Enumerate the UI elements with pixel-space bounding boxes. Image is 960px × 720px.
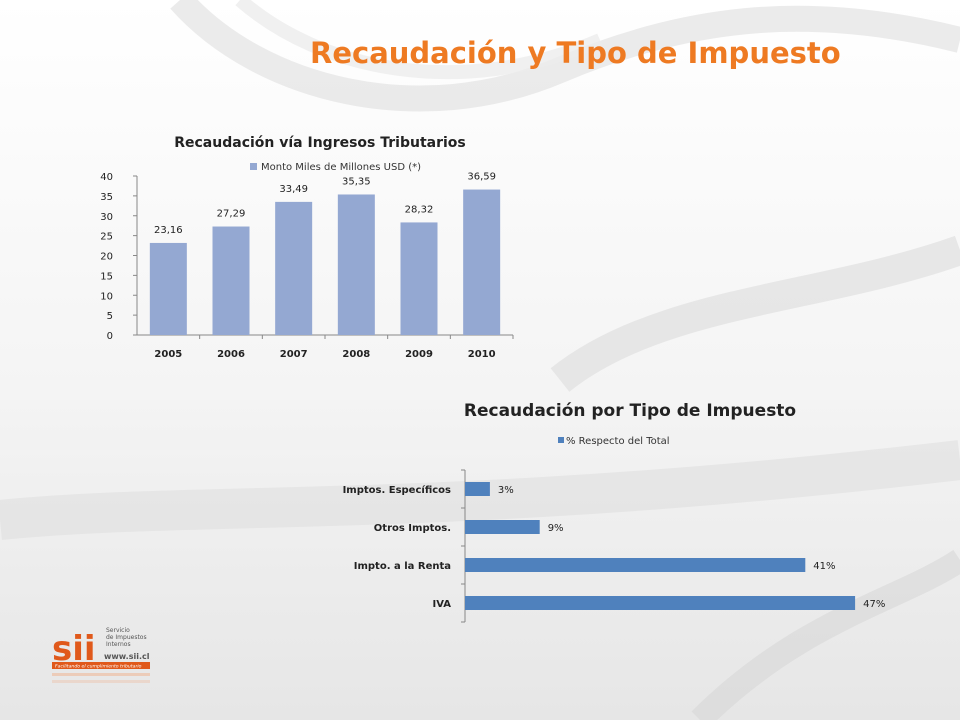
y-tick-label: 15 [100, 271, 113, 282]
bar-2005 [149, 242, 187, 335]
data-label: 47% [863, 599, 885, 610]
bar-2010 [463, 189, 501, 335]
category-label: Imptos. Específicos [343, 484, 451, 496]
data-label: 28,32 [405, 204, 434, 215]
chart-title: Recaudación por Tipo de Impuesto [464, 401, 796, 421]
legend-swatch [250, 163, 257, 170]
legend-label: Monto Miles de Millones USD (*) [261, 162, 421, 173]
bar-Imptos. Específicos [465, 482, 490, 496]
x-tick-label: 2009 [405, 349, 433, 360]
category-label: Otros Imptos. [374, 523, 451, 534]
data-label: 9% [548, 523, 564, 534]
category-label: Impto. a la Renta [354, 561, 451, 572]
category-label: IVA [432, 599, 451, 610]
chart-title: Recaudación vía Ingresos Tributarios [174, 135, 466, 151]
y-tick-label: 35 [100, 192, 113, 203]
legend-swatch [558, 437, 564, 443]
bar-2009 [400, 222, 438, 335]
y-tick-label: 0 [107, 331, 113, 342]
x-tick-label: 2010 [468, 349, 496, 360]
x-tick-label: 2006 [217, 349, 245, 360]
bar-2007 [275, 201, 313, 335]
revenue-bar-chart: Recaudación vía Ingresos Tributarios Mont… [100, 135, 514, 360]
logo-line-3: Internos [106, 641, 131, 648]
data-label: 35,35 [342, 176, 371, 187]
bar-IVA [465, 596, 856, 610]
x-tick-label: 2005 [154, 349, 182, 360]
bar-Impto. a la Renta [465, 558, 806, 572]
data-label: 36,59 [467, 172, 496, 183]
data-label: 23,16 [154, 225, 183, 236]
bar-Otros Imptos. [465, 520, 540, 534]
data-label: 3% [498, 485, 514, 496]
data-label: 41% [813, 561, 835, 572]
sii-logo: sii Servicio de Impuestos Internos www.s… [52, 627, 150, 683]
y-tick-label: 5 [107, 311, 113, 322]
data-label: 27,29 [217, 209, 246, 220]
y-tick-label: 20 [100, 252, 113, 263]
logo-tagline: Facilitando el cumplimiento tributario [55, 664, 142, 670]
logo-url: www.sii.cl [104, 652, 150, 661]
logo-line-2: de Impuestos [106, 634, 147, 641]
legend-label: % Respecto del Total [566, 436, 670, 447]
tax-type-bar-chart: Recaudación por Tipo de Impuesto % Respec… [343, 401, 885, 623]
bar-2006 [212, 226, 250, 335]
y-tick-label: 10 [100, 291, 113, 302]
x-tick-label: 2007 [280, 349, 308, 360]
bar-2008 [337, 194, 375, 335]
data-label: 33,49 [279, 184, 308, 195]
page-title: Recaudación y Tipo de Impuesto [310, 36, 841, 70]
logo-line-1: Servicio [106, 627, 130, 634]
y-tick-label: 25 [100, 232, 113, 243]
y-tick-label: 40 [100, 172, 113, 183]
y-tick-label: 30 [100, 212, 113, 223]
x-tick-label: 2008 [342, 349, 370, 360]
